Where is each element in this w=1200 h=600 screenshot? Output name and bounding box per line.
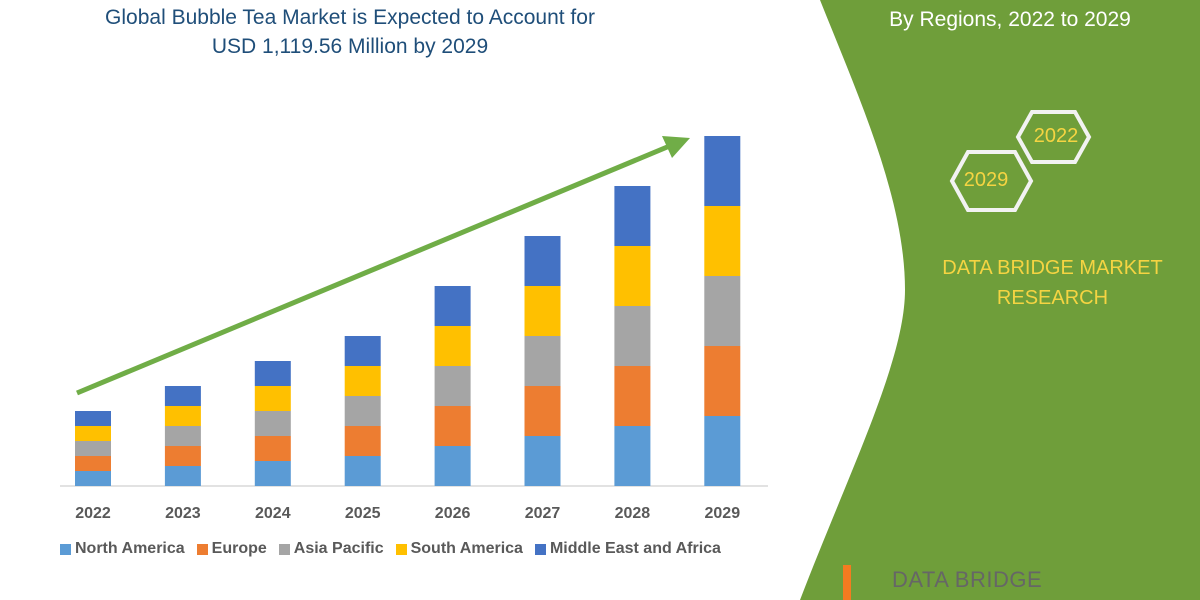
legend: North America Europe Asia Pacific South … <box>60 540 721 558</box>
bar-segment-europe <box>75 456 111 471</box>
legend-label: South America <box>410 540 523 557</box>
hexagon-label-2022: 2022 <box>1033 125 1079 147</box>
trend-arrow-line <box>76 142 673 396</box>
hexagon-label-2029: 2029 <box>963 169 1009 191</box>
bar-segment-asia-pacific <box>614 306 651 366</box>
x-tick-label: 2024 <box>255 505 291 522</box>
bar-segment-europe <box>524 386 561 436</box>
bar-segment-asia-pacific <box>434 366 471 406</box>
brand-text: DATA BRIDGE MARKET RESEARCH <box>920 253 1185 313</box>
stacked-bar-chart: 2022 2023 2024 2025 2026 2027 2028 2029 <box>60 136 768 522</box>
legend-swatch <box>534 543 546 555</box>
legend-item: Middle East and Africa <box>534 540 721 558</box>
green-panel <box>800 0 1200 600</box>
logo-text: DATA BRIDGE <box>892 567 1043 592</box>
chart-title-line1: Global Bubble Tea Market is Expected to … <box>105 6 595 29</box>
legend-item: Asia Pacific <box>278 540 384 558</box>
bar-segment-europe <box>704 346 741 416</box>
bar-segment-north-america <box>524 436 561 486</box>
bar-segment-middle-east-and-africa <box>524 236 561 286</box>
bar-segment-asia-pacific <box>704 276 741 346</box>
bar-segment-asia-pacific <box>254 411 291 436</box>
bar-segment-middle-east-and-africa <box>704 136 741 206</box>
bar-segment-south-america <box>614 246 651 306</box>
bar-segment-asia-pacific <box>164 426 201 446</box>
bar-segment-asia-pacific <box>344 396 381 426</box>
legend-swatch <box>278 543 290 555</box>
bar-segment-north-america <box>344 456 381 486</box>
x-tick-label: 2029 <box>705 505 741 522</box>
x-tick-label: 2028 <box>615 505 651 522</box>
bar-segment-south-america <box>524 286 561 336</box>
bar-segment-north-america <box>254 461 291 486</box>
trend-arrow-head-icon <box>662 136 690 158</box>
bar-segment-north-america <box>75 471 111 486</box>
bar-segment-middle-east-and-africa <box>614 186 651 246</box>
legend-label: Europe <box>211 540 267 557</box>
bar-segment-south-america <box>254 386 291 411</box>
legend-swatch <box>60 543 71 555</box>
chart-title-line2: USD 1,119.56 Million by 2029 <box>211 35 489 58</box>
bar-segment-europe <box>614 366 651 426</box>
legend-item: South America <box>395 540 523 558</box>
bar-segment-asia-pacific <box>524 336 561 386</box>
bar-segment-middle-east-and-africa <box>344 336 381 366</box>
hexagon-2029 <box>949 150 1034 212</box>
legend-item: Europe <box>196 540 267 558</box>
brand-line1: DATA BRIDGE MARKET <box>942 257 1163 279</box>
bar-segment-middle-east-and-africa <box>434 286 471 326</box>
x-tick-label: 2022 <box>75 505 111 522</box>
bar-segment-middle-east-and-africa <box>254 361 291 386</box>
bar-segment-north-america <box>614 426 651 486</box>
x-tick-label: 2027 <box>525 505 561 522</box>
legend-label: Middle East and Africa <box>549 540 721 557</box>
legend-swatch <box>395 543 407 555</box>
bar-segment-europe <box>164 446 201 466</box>
bar-segment-asia-pacific <box>75 441 111 456</box>
bar-segment-europe <box>344 426 381 456</box>
legend-swatch <box>196 543 208 555</box>
legend-item: North America <box>60 540 185 558</box>
bar-segment-north-america <box>704 416 741 486</box>
legend-label: North America <box>75 540 185 557</box>
bar-segment-middle-east-and-africa <box>164 386 201 406</box>
x-tick-label: 2026 <box>435 505 471 522</box>
bar-segment-south-america <box>434 326 471 366</box>
bar-segment-north-america <box>434 446 471 486</box>
bar-segment-europe <box>434 406 471 446</box>
bar-segment-south-america <box>344 366 381 396</box>
x-tick-label: 2023 <box>165 505 201 522</box>
bar-segment-middle-east-and-africa <box>75 411 111 426</box>
bar-segment-north-america <box>164 466 201 486</box>
bar-segment-south-america <box>75 426 111 441</box>
hexagon-2022 <box>1015 110 1092 164</box>
legend-label: Asia Pacific <box>293 540 384 557</box>
bar-segment-south-america <box>704 206 741 276</box>
chart-subtitle: By Regions, 2022 to 2029 <box>889 8 1131 31</box>
x-tick-label: 2025 <box>345 505 381 522</box>
brand-line2: RESEARCH <box>996 287 1109 309</box>
bar-segment-south-america <box>164 406 201 426</box>
bar-segment-europe <box>254 436 291 461</box>
logo-icon <box>843 565 851 600</box>
